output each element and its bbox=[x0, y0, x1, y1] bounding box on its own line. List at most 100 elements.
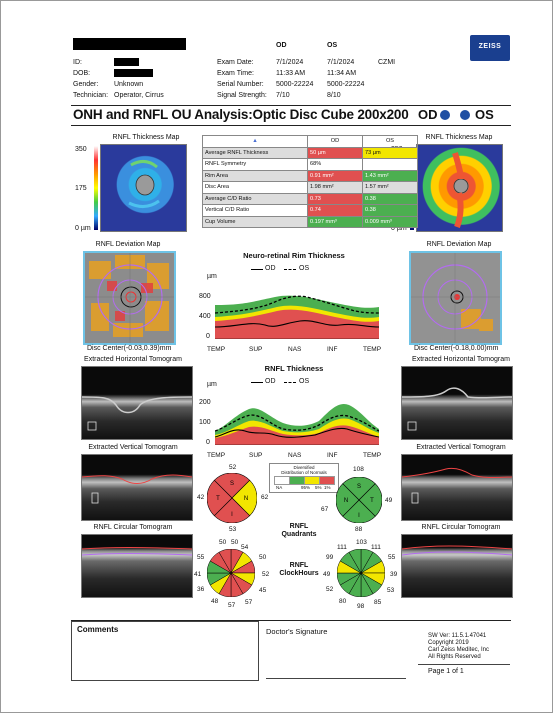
os-thickness-map-overlay bbox=[452, 152, 469, 229]
exam-date-label: Exam Date: bbox=[217, 59, 254, 66]
gender-label: Gender: bbox=[73, 81, 99, 88]
od-quadrant-n bbox=[231, 479, 257, 517]
os-dot-icon bbox=[460, 110, 470, 120]
os-clockhour-value: 39 bbox=[390, 571, 398, 578]
patient-name-redaction bbox=[73, 38, 186, 50]
rim-ytick: 800 bbox=[199, 293, 211, 300]
os-quadrant-i bbox=[342, 499, 376, 523]
rnfl-chart-plot bbox=[215, 403, 379, 445]
os-quad-s-value: 108 bbox=[353, 466, 364, 473]
metrics-row-os: 73 µm bbox=[362, 146, 418, 159]
metrics-row-os: 1.43 mm² bbox=[362, 169, 418, 182]
od-color-scale bbox=[94, 146, 98, 230]
os-circular-tomogram-overlay bbox=[402, 545, 512, 556]
title-od: OD bbox=[418, 107, 438, 122]
rim-xtick: TEMP bbox=[207, 346, 226, 353]
rim-xtick: SUP bbox=[249, 346, 263, 353]
technician-label: Technician: bbox=[73, 92, 109, 99]
rim-legend-os: OS bbox=[299, 265, 310, 272]
legend-swatch-na bbox=[274, 476, 290, 485]
exam-time-os: 11:34 AM bbox=[327, 70, 357, 77]
rnfl-ytick: 200 bbox=[199, 399, 211, 406]
od-scale-bottom: 0 µm bbox=[75, 225, 91, 232]
os-clockhour-value: 55 bbox=[388, 554, 396, 561]
copyright: Copyright 2019 bbox=[428, 640, 469, 646]
rights: All Rights Reserved bbox=[428, 654, 481, 660]
rnfl-chart-unit: µm bbox=[207, 381, 217, 388]
company: Carl Zeiss Meditec, Inc bbox=[428, 647, 490, 653]
dob-label: DOB: bbox=[73, 70, 91, 77]
metrics-row: Disc Area 1.98 mm² 1.57 mm² bbox=[202, 181, 418, 194]
os-thickness-map bbox=[416, 144, 503, 232]
os-quadrant-t bbox=[336, 483, 360, 517]
rnfl-xtick: SUP bbox=[249, 452, 263, 459]
rim-xtick: TEMP bbox=[363, 346, 382, 353]
metrics-row: Vertical C/D Ratio 0.74 0.38 bbox=[202, 204, 418, 217]
rim-red-band bbox=[215, 309, 379, 339]
signature-line bbox=[266, 678, 406, 679]
metrics-row-od: 0.197 mm³ bbox=[307, 215, 363, 228]
od-clockhour-chart bbox=[207, 549, 255, 597]
rnfl-legend-od-line bbox=[251, 382, 263, 383]
gender-value: Unknown bbox=[114, 81, 144, 88]
metrics-row: Average RNFL Thickness 50 µm 73 µm bbox=[202, 146, 418, 159]
od-circular-tomogram-title: RNFL Circular Tomogram bbox=[93, 524, 173, 531]
od-clockhour-value: 57 bbox=[245, 599, 253, 606]
clockhours-label-2: ClockHours bbox=[279, 570, 319, 577]
quadrants-label-2: Quadrants bbox=[281, 531, 317, 538]
os-vertical-tomogram-overlay bbox=[402, 467, 512, 504]
os-deviation-map bbox=[409, 251, 502, 345]
metrics-row-label: Cup Volume bbox=[202, 215, 308, 228]
comments-box bbox=[71, 621, 259, 681]
os-horizontal-tomogram-overlay bbox=[402, 387, 512, 431]
os-clockhour-value: 52 bbox=[326, 586, 334, 593]
os-clockhour-value: 99 bbox=[326, 554, 334, 561]
technician-value: Operator, Cirrus bbox=[114, 92, 164, 99]
serial-od: 5000-22224 bbox=[276, 81, 314, 88]
od-quadrant-i bbox=[213, 497, 251, 523]
rnfl-ytick: 100 bbox=[199, 419, 211, 426]
legend-swatch-green bbox=[289, 476, 305, 485]
rnfl-legend-od: OD bbox=[265, 378, 276, 385]
legend-na: NA bbox=[276, 485, 283, 490]
os-vertical-tomogram bbox=[401, 454, 513, 521]
exam-time-label: Exam Time: bbox=[217, 70, 254, 77]
od-quad-t-value: 42 bbox=[197, 494, 205, 501]
quadrants-label-1: RNFL bbox=[289, 523, 309, 530]
rnfl-xtick: INF bbox=[327, 452, 338, 459]
rnfl-xtick: NAS bbox=[288, 452, 302, 459]
os-quad-letter: S bbox=[357, 484, 361, 490]
od-clockhour-value: 54 bbox=[241, 544, 249, 551]
metrics-row-od: 1.98 mm² bbox=[307, 181, 363, 194]
os-scale-bottom: 0 µm bbox=[391, 225, 407, 232]
comments-label: Comments bbox=[77, 625, 119, 634]
os-quadrant-n bbox=[358, 483, 382, 517]
zeiss-logo-text: ZEISS bbox=[478, 43, 502, 50]
rnfl-chart-title: RNFL Thickness bbox=[264, 364, 324, 373]
od-quadrant-s bbox=[213, 473, 251, 499]
os-clockhour-value: 111 bbox=[371, 544, 381, 551]
os-quad-i-value: 88 bbox=[355, 526, 363, 533]
metrics-row-os: 0.38 bbox=[362, 204, 418, 217]
exam-time-od: 11:33 AM bbox=[276, 70, 306, 77]
exam-date-os: 7/1/2024 bbox=[327, 59, 355, 66]
os-clockhour-value: 80 bbox=[339, 598, 347, 605]
metrics-row: Average C/D Ratio 0.73 0.38 bbox=[202, 192, 418, 205]
serial-label: Serial Number: bbox=[217, 81, 264, 88]
metrics-row-label: Disc Area bbox=[202, 181, 308, 194]
os-clockhour-2 bbox=[360, 560, 385, 574]
od-quad-letter: N bbox=[244, 496, 248, 502]
od-clockhour-8 bbox=[207, 572, 232, 586]
metrics-row-label: RNFL Symmetry bbox=[202, 158, 308, 171]
rim-legend-os-line bbox=[284, 269, 296, 270]
os-clockhour-value: 49 bbox=[323, 571, 331, 578]
id-redaction bbox=[114, 58, 139, 66]
rnfl-ytick: 0 bbox=[206, 439, 210, 446]
od-horizontal-tomogram bbox=[81, 366, 193, 440]
metrics-row-od: 0.74 bbox=[307, 204, 363, 217]
od-quad-n-value: 62 bbox=[261, 494, 269, 501]
legend-title-2: Distribution of Normals bbox=[281, 470, 327, 475]
metrics-row-od: 68% bbox=[307, 158, 363, 171]
od-deviation-overlay bbox=[85, 253, 174, 343]
od-scale-top: 350 bbox=[75, 146, 87, 153]
